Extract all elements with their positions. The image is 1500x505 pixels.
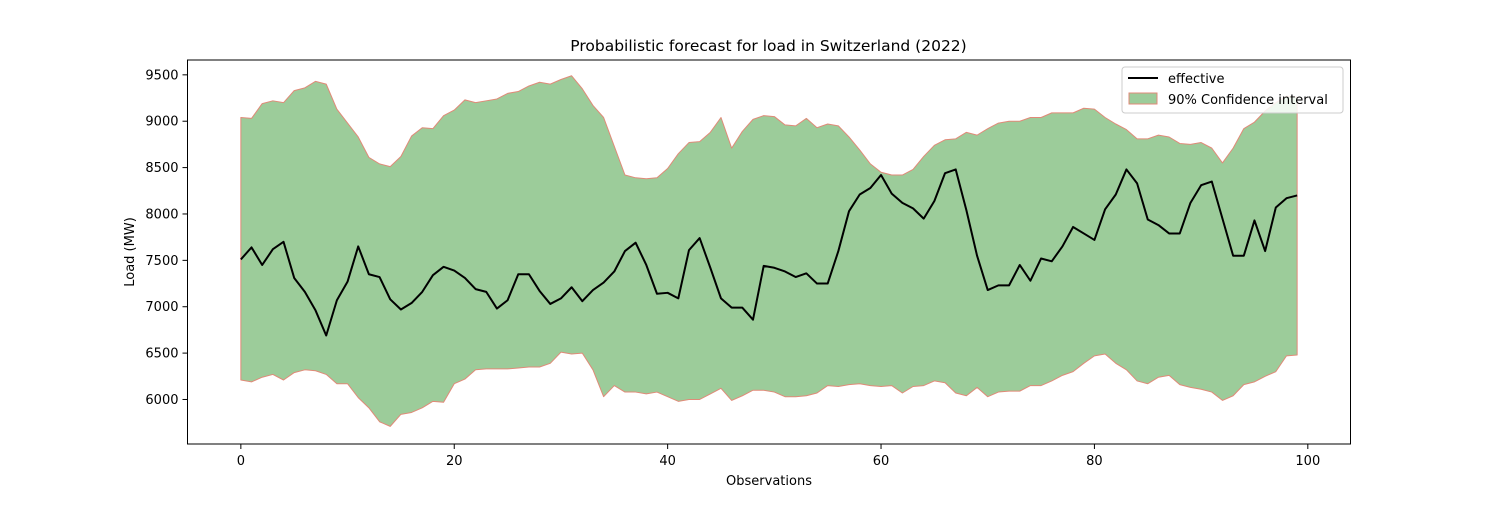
y-tick-label: 8500 <box>145 161 178 176</box>
x-tick-label: 20 <box>446 454 463 469</box>
legend-label-confidence: 90% Confidence interval <box>1168 93 1328 108</box>
legend-box <box>1121 66 1344 114</box>
legend-band-swatch <box>1128 92 1158 105</box>
legend: effective 90% Confidence interval <box>1121 66 1344 114</box>
y-axis-title: Load (MW) <box>123 217 138 287</box>
confidence-band <box>240 75 1298 427</box>
legend-label-effective: effective <box>1168 72 1225 87</box>
x-tick-label: 60 <box>873 454 890 469</box>
y-tick-label: 9000 <box>145 115 178 130</box>
y-tick-label: 6500 <box>145 347 178 362</box>
chart-title: Probabilistic forecast for load in Switz… <box>570 37 966 55</box>
effective-line <box>240 168 1298 337</box>
plot-area-frame <box>187 59 1351 445</box>
y-tick-label: 9500 <box>145 68 178 83</box>
y-tick-label: 7000 <box>145 300 178 315</box>
y-tick-label: 8000 <box>145 207 178 222</box>
x-tick-label: 40 <box>659 454 676 469</box>
y-tick-label: 7500 <box>145 254 178 269</box>
effective-line-layer <box>240 168 1298 337</box>
y-axis: 6000 6500 7000 7500 8000 8500 9000 9500 <box>145 68 188 408</box>
y-tick-label: 6000 <box>145 393 178 408</box>
confidence-band-layer <box>240 75 1298 427</box>
x-axis-title: Observations <box>726 474 812 489</box>
x-tick-label: 0 <box>237 454 245 469</box>
x-axis: 0 20 40 60 80 100 <box>237 444 1320 469</box>
x-tick-label: 100 <box>1295 454 1320 469</box>
x-tick-label: 80 <box>1086 454 1103 469</box>
